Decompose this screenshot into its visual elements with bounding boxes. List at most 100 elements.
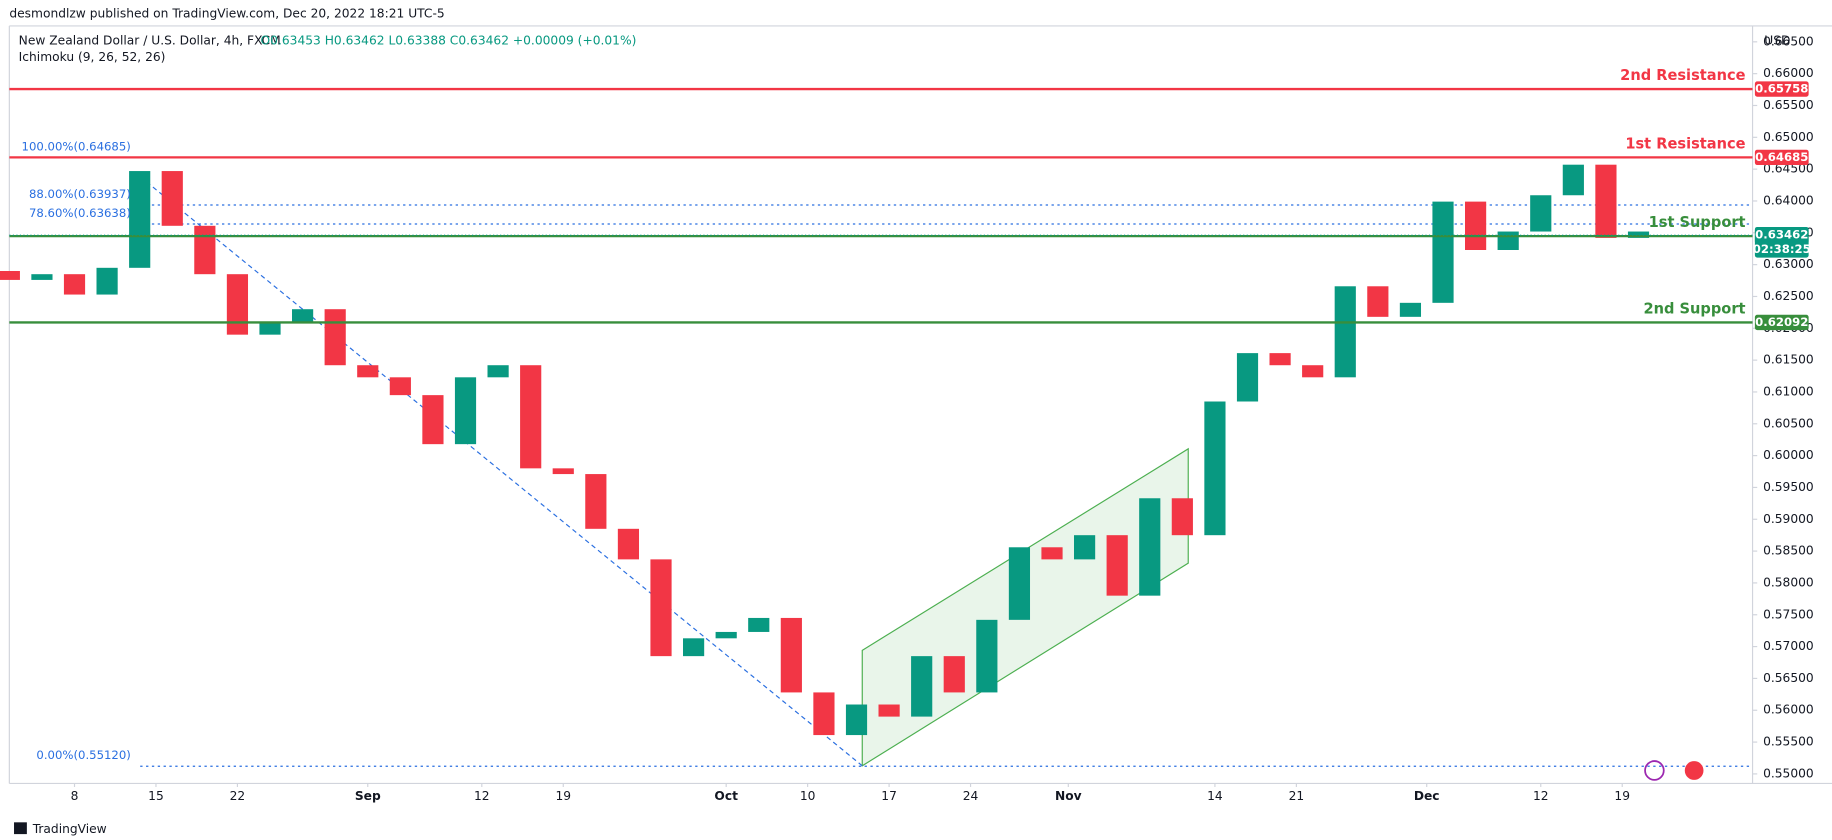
- candle: [878, 704, 900, 717]
- y-tick-label: 0.61000: [1763, 384, 1814, 398]
- candle: [780, 617, 802, 693]
- candle: [357, 365, 379, 378]
- last-price-box: [1754, 226, 1809, 258]
- candle: [422, 395, 444, 445]
- candle: [845, 704, 868, 736]
- candle: [129, 171, 151, 268]
- candle: [1562, 164, 1584, 196]
- candle: [683, 638, 705, 657]
- indicator: Ichimoku (9, 26, 52, 26): [19, 50, 166, 64]
- candle: [1627, 231, 1650, 238]
- candle: [1041, 547, 1063, 560]
- symbol: New Zealand Dollar / U.S. Dollar, 4h, FX…: [19, 34, 281, 48]
- y-tick-label: 0.57000: [1763, 639, 1814, 653]
- x-tick-label: Sep: [355, 789, 381, 803]
- level-price-box: [1754, 314, 1809, 331]
- candle: [1139, 498, 1161, 596]
- x-tick-label: 15: [148, 789, 164, 803]
- candle: [1204, 401, 1226, 536]
- candle: [748, 617, 770, 632]
- candle: [520, 365, 542, 469]
- y-tick-label: 0.59000: [1763, 512, 1814, 526]
- candle: [161, 171, 183, 226]
- x-tick-label: Dec: [1414, 789, 1440, 803]
- y-tick-label: 0.64500: [1763, 162, 1814, 176]
- candle: [0, 271, 20, 280]
- x-tick-label: 19: [555, 789, 571, 803]
- level-price: 0.62092: [1755, 315, 1808, 329]
- fib-label: 0.00%(0.55120): [36, 748, 130, 762]
- plot: [0, 156, 1753, 767]
- candle: [324, 309, 346, 366]
- candle: [1236, 353, 1259, 402]
- level-price-box: [1754, 81, 1809, 97]
- x-tick-label: 12: [1533, 789, 1549, 803]
- level-name: 1st Resistance: [1625, 135, 1745, 152]
- ohlc: O0.63453 H0.63462 L0.63388 C0.63462 +0.0…: [261, 34, 637, 48]
- flag-icon[interactable]: [1684, 761, 1704, 780]
- fib-label: 78.60%(0.63638): [29, 206, 131, 220]
- y-tick-label: 0.63000: [1763, 257, 1814, 271]
- level-price: 0.65758: [1755, 82, 1808, 96]
- y-tick-label: 0.58500: [1763, 544, 1814, 558]
- level-name: 1st Support: [1649, 214, 1746, 231]
- candle: [1171, 498, 1193, 536]
- candle: [1432, 201, 1454, 303]
- x-tick-label: 14: [1207, 789, 1223, 803]
- publisher: desmondlzw published on TradingView.com,…: [9, 7, 444, 21]
- countdown: 02:38:25: [1753, 242, 1811, 256]
- candle: [813, 692, 835, 736]
- y-tick-label: 0.61500: [1763, 353, 1814, 367]
- x-tick-label: 19: [1614, 789, 1630, 803]
- y-tick-label: 0.60000: [1763, 448, 1814, 462]
- footer-brand: TradingView: [32, 822, 107, 836]
- level-price: 0.64685: [1755, 150, 1808, 164]
- y-tick-label: 0.56000: [1763, 703, 1814, 717]
- y-tick-label: 0.62500: [1763, 289, 1814, 303]
- x-tick-label: 22: [230, 789, 246, 803]
- candle: [976, 619, 998, 693]
- candle: [1302, 365, 1324, 378]
- candle: [1269, 353, 1291, 366]
- candle: [650, 559, 672, 657]
- candle: [31, 274, 53, 280]
- x-tick-label: 10: [800, 789, 816, 803]
- candle: [1530, 195, 1552, 232]
- x-tick-label: 24: [963, 789, 979, 803]
- x-tick-label: Nov: [1055, 789, 1082, 803]
- candle: [194, 225, 216, 275]
- candle: [1106, 535, 1128, 596]
- currency: USD: [1764, 34, 1790, 48]
- candle: [63, 274, 86, 295]
- y-tick-label: 0.55500: [1763, 735, 1814, 749]
- candle: [1074, 535, 1096, 560]
- candle: [1367, 286, 1389, 317]
- fib-label: 100.00%(0.64685): [22, 139, 131, 153]
- y-tick-label: 0.55000: [1763, 766, 1814, 780]
- candle: [1465, 201, 1487, 250]
- candle: [1399, 302, 1422, 317]
- y-tick-label: 0.60500: [1763, 416, 1814, 430]
- candle: [715, 631, 737, 639]
- candle: [1595, 164, 1617, 238]
- event-icon[interactable]: [1644, 760, 1665, 781]
- x-tick-label: 17: [881, 789, 897, 803]
- candle: [1008, 547, 1031, 620]
- y-tick-label: 0.58000: [1763, 575, 1814, 589]
- candle: [292, 309, 314, 323]
- candle: [1334, 286, 1356, 378]
- x-tick-label: 8: [71, 789, 79, 803]
- y-tick-label: 0.66500: [1763, 34, 1814, 48]
- candle: [617, 528, 640, 560]
- candle: [1497, 231, 1519, 250]
- candle: [585, 474, 607, 529]
- candle: [389, 377, 411, 396]
- candle: [96, 267, 118, 295]
- x-tick-label: 21: [1289, 789, 1305, 803]
- candle: [487, 365, 509, 378]
- y-tick-label: 0.59500: [1763, 480, 1814, 494]
- y-tick-label: 0.66000: [1763, 66, 1814, 80]
- tv-logo: [14, 822, 27, 835]
- y-tick-label: 0.65500: [1763, 98, 1814, 112]
